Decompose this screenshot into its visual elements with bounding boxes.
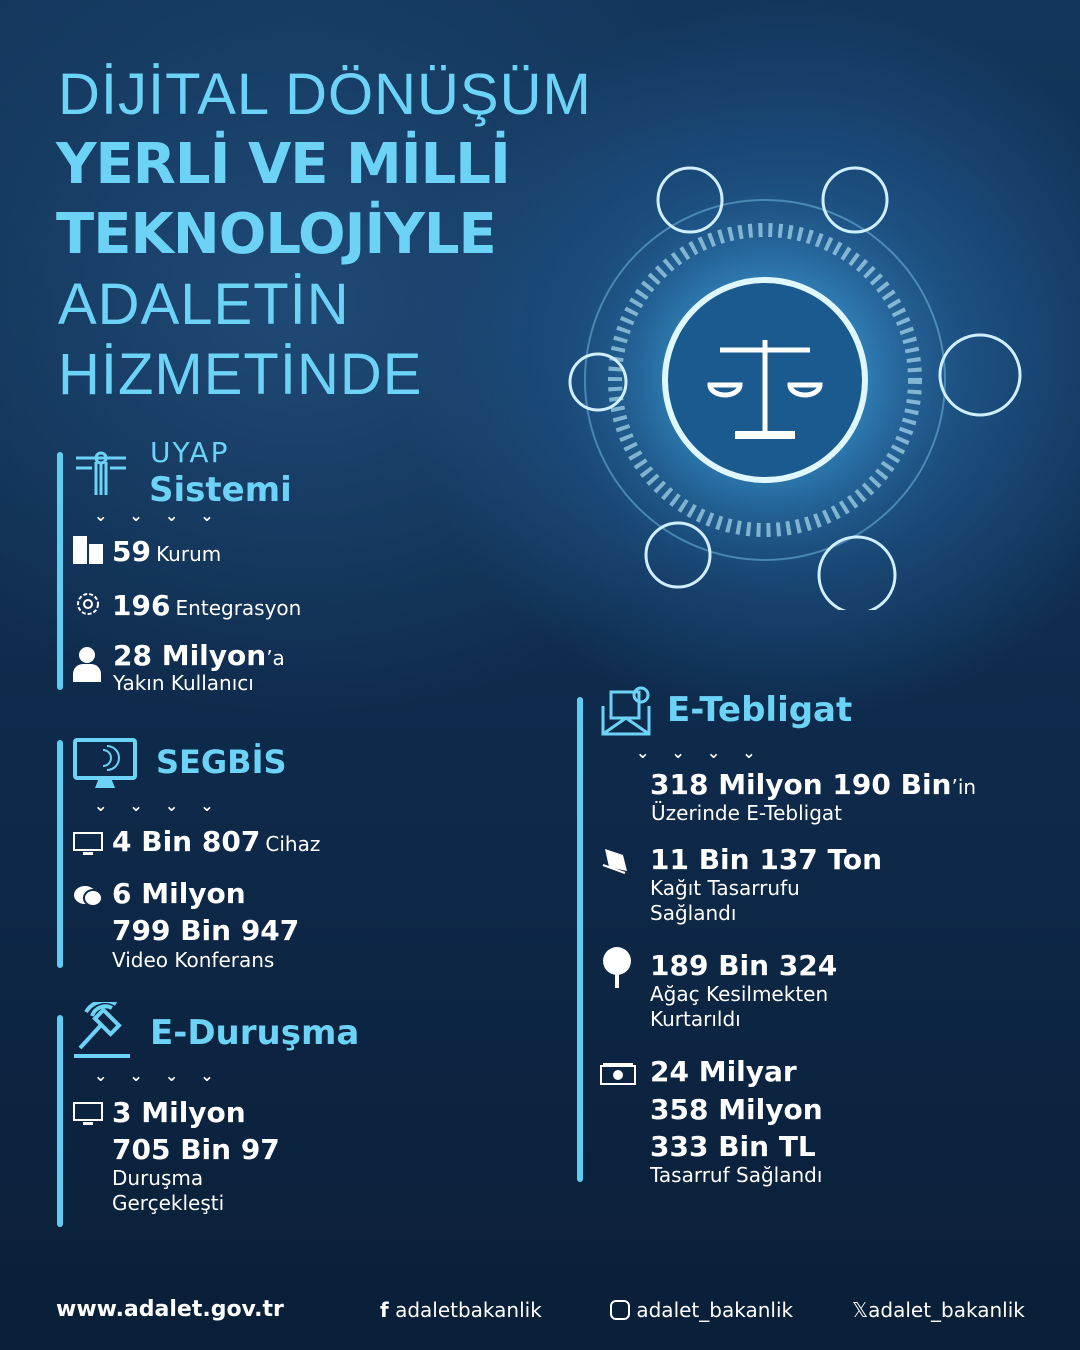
segbis-divider: [57, 740, 63, 968]
gavel-signal-icon: [74, 1002, 130, 1058]
gavel-icon: [817, 535, 897, 610]
edurusma-divider: [57, 1015, 63, 1227]
user-icon: [73, 647, 101, 682]
title-line-2: YERLİ VE MİLLİ: [56, 132, 511, 197]
x-icon: 𝕏: [852, 1298, 869, 1322]
title-line-1: DİJİTAL DÖNÜŞÜM: [58, 62, 592, 127]
etebligat-item-4-value-3: 333 Bin TL: [650, 1130, 816, 1163]
etebligat-item-3-label-1: Ağaç Kesilmekten: [650, 982, 829, 1006]
segbis-item-2-label: Video Konferans: [112, 948, 275, 972]
chevrons-down-icon: ⌄⌄⌄⌄: [94, 506, 236, 525]
etebligat-item-4-label: Tasarruf Sağlandı: [650, 1163, 823, 1187]
etebligat-title: E-Tebligat: [667, 690, 853, 730]
etebligat-item-4-value-1: 24 Milyar: [650, 1055, 797, 1088]
monitor-icon: [73, 832, 103, 855]
instagram-icon: [610, 1300, 630, 1320]
segbis-item-2-value-2: 799 Bin 947: [112, 914, 300, 947]
etebligat-item-3-label-2: Kurtarıldı: [650, 1007, 741, 1031]
etebligat-item-3-value: 189 Bin 324: [650, 949, 838, 982]
ai-brain-icon: [656, 166, 724, 234]
facebook-icon: f: [380, 1298, 389, 1322]
etebligat-item-4-value-2: 358 Milyon: [650, 1093, 823, 1126]
instagram-link[interactable]: adalet_bakanlik: [610, 1298, 793, 1322]
gear-network-icon: [77, 593, 99, 615]
segbis-item-2-value-1: 6 Milyon: [112, 877, 246, 910]
etebligat-item-1-label: Üzerinde E-Tebligat: [651, 801, 842, 825]
segbis-item-1: 4 Bin 807 Cihaz: [112, 825, 321, 858]
tree-icon: [603, 947, 631, 988]
title-line-3: TEKNOLOJİYLE: [56, 202, 497, 267]
uyap-divider: [57, 452, 63, 690]
chevrons-down-icon: ⌄⌄⌄⌄: [94, 796, 236, 815]
edurusma-value-2: 705 Bin 97: [112, 1133, 280, 1166]
buildings-icon: [73, 536, 103, 564]
monitor-icon: [73, 1102, 103, 1125]
segbis-title: SEGBİS: [156, 743, 287, 781]
etebligat-item-2-value: 11 Bin 137 Ton: [650, 843, 883, 876]
money-icon: [600, 1063, 636, 1085]
ai-head-icon: [568, 352, 628, 412]
facebook-link[interactable]: f adaletbakanlik: [380, 1298, 542, 1322]
edurusma-label-1: Duruşma: [112, 1166, 204, 1190]
uyap-title: UYAP: [150, 436, 230, 469]
x-link[interactable]: 𝕏adalet_bakanlik: [852, 1298, 1025, 1322]
paper-stack-icon: [602, 849, 627, 874]
uyap-logo-icon: [76, 451, 126, 495]
hand-check-icon: [644, 521, 712, 589]
uyap-subtitle: Sistemi: [149, 470, 292, 510]
envelope-icon: [601, 686, 651, 736]
checkbox-icon: [938, 333, 1022, 417]
edurusma-value-1: 3 Milyon: [112, 1096, 246, 1129]
chevrons-down-icon: ⌄⌄⌄⌄: [94, 1066, 236, 1085]
monitor-sound-icon: [73, 738, 137, 788]
etebligat-item-2-label-1: Kağıt Tasarrufu: [650, 876, 800, 900]
etebligat-divider: [577, 697, 583, 1182]
chevrons-down-icon: ⌄⌄⌄⌄: [636, 743, 778, 762]
etebligat-item-1: 318 Milyon 190 Bin’in: [650, 768, 977, 801]
uyap-item-3: 28 Milyon’a: [113, 639, 285, 672]
uyap-item-3-label: Yakın Kullanıcı: [113, 671, 254, 695]
chat-icon: [74, 886, 103, 907]
website-link[interactable]: www.adalet.gov.tr: [56, 1297, 284, 1322]
title-line-5: HİZMETİNDE: [58, 342, 423, 407]
edurusma-label-2: Gerçekleşti: [112, 1191, 225, 1215]
lock-icon: [821, 166, 889, 234]
uyap-item-1: 59 Kurum: [112, 535, 222, 568]
edurusma-title: E-Duruşma: [150, 1013, 360, 1053]
scale-icon: [707, 340, 823, 439]
title-line-4: ADALETİN: [58, 272, 350, 337]
justice-tech-illustration: [560, 166, 1022, 610]
uyap-item-2: 196 Entegrasyon: [112, 589, 302, 622]
etebligat-item-2-label-2: Sağlandı: [650, 901, 737, 925]
